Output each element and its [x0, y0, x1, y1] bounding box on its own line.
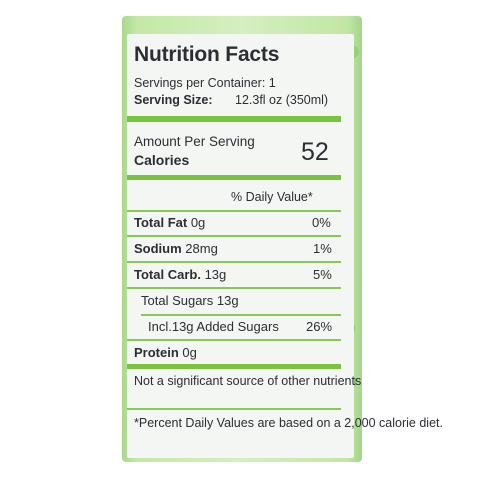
row-divider [127, 235, 341, 237]
servings-per-container: Servings per Container: 1 [134, 76, 276, 90]
row-divider [127, 408, 341, 410]
calories-label: Calories [134, 152, 190, 168]
nutrient-amount: 0g [182, 345, 197, 360]
nutrient-row-total-carb: Total Carb. 13g [134, 267, 226, 282]
nutrient-row-added-sugars: Incl.13g Added Sugars [148, 319, 279, 334]
nutrient-dv-total-fat: 0% [312, 215, 331, 230]
nutrient-row-total-fat: Total Fat 0g [134, 215, 205, 230]
amount-per-serving-label: Amount Per Serving [134, 134, 255, 149]
medium-divider [127, 175, 341, 180]
row-divider [141, 314, 341, 316]
row-divider [127, 261, 341, 263]
nutrient-name: Total Carb. [134, 267, 201, 282]
label-title: Nutrition Facts [134, 43, 280, 66]
nutrient-amount: 13g [216, 293, 239, 308]
nutrient-amount: 13g [204, 267, 227, 282]
nutrient-dv-sodium: 1% [313, 241, 332, 256]
nutrient-name: Protein [134, 345, 179, 360]
nutrient-dv-added-sugars: 26% [306, 319, 333, 334]
medium-divider [127, 364, 341, 369]
serving-size-label: Serving Size: [134, 93, 213, 107]
row-divider [127, 210, 341, 212]
nutrient-name: Total Fat [134, 215, 188, 230]
nutrient-dv-total-carb: 5% [313, 267, 332, 282]
nutrient-name: Total Sugars [141, 293, 214, 308]
thick-divider [127, 116, 341, 122]
nutrition-facts-label: Nutrition Facts Servings per Container: … [127, 34, 443, 458]
daily-value-header: % Daily Value* [231, 190, 313, 204]
calories-value: 52 [301, 138, 329, 166]
row-divider [127, 339, 341, 341]
percent-dv-footnote: *Percent Daily Values are based on a 2,0… [134, 416, 443, 430]
nutrient-amount: 28mg [185, 241, 218, 256]
not-significant-note: Not a significant source of other nutrie… [134, 374, 362, 388]
nutrient-row-protein: Protein 0g [134, 345, 197, 360]
serving-size-value: 12.3fl oz (350ml) [235, 93, 329, 107]
nutrient-amount: 0g [190, 215, 206, 230]
nutrient-row-total-sugars: Total Sugars 13g [141, 293, 239, 308]
nutrient-row-sodium: Sodium 28mg [134, 241, 218, 256]
nutrient-name: Sodium [134, 241, 182, 256]
row-divider [127, 287, 341, 289]
